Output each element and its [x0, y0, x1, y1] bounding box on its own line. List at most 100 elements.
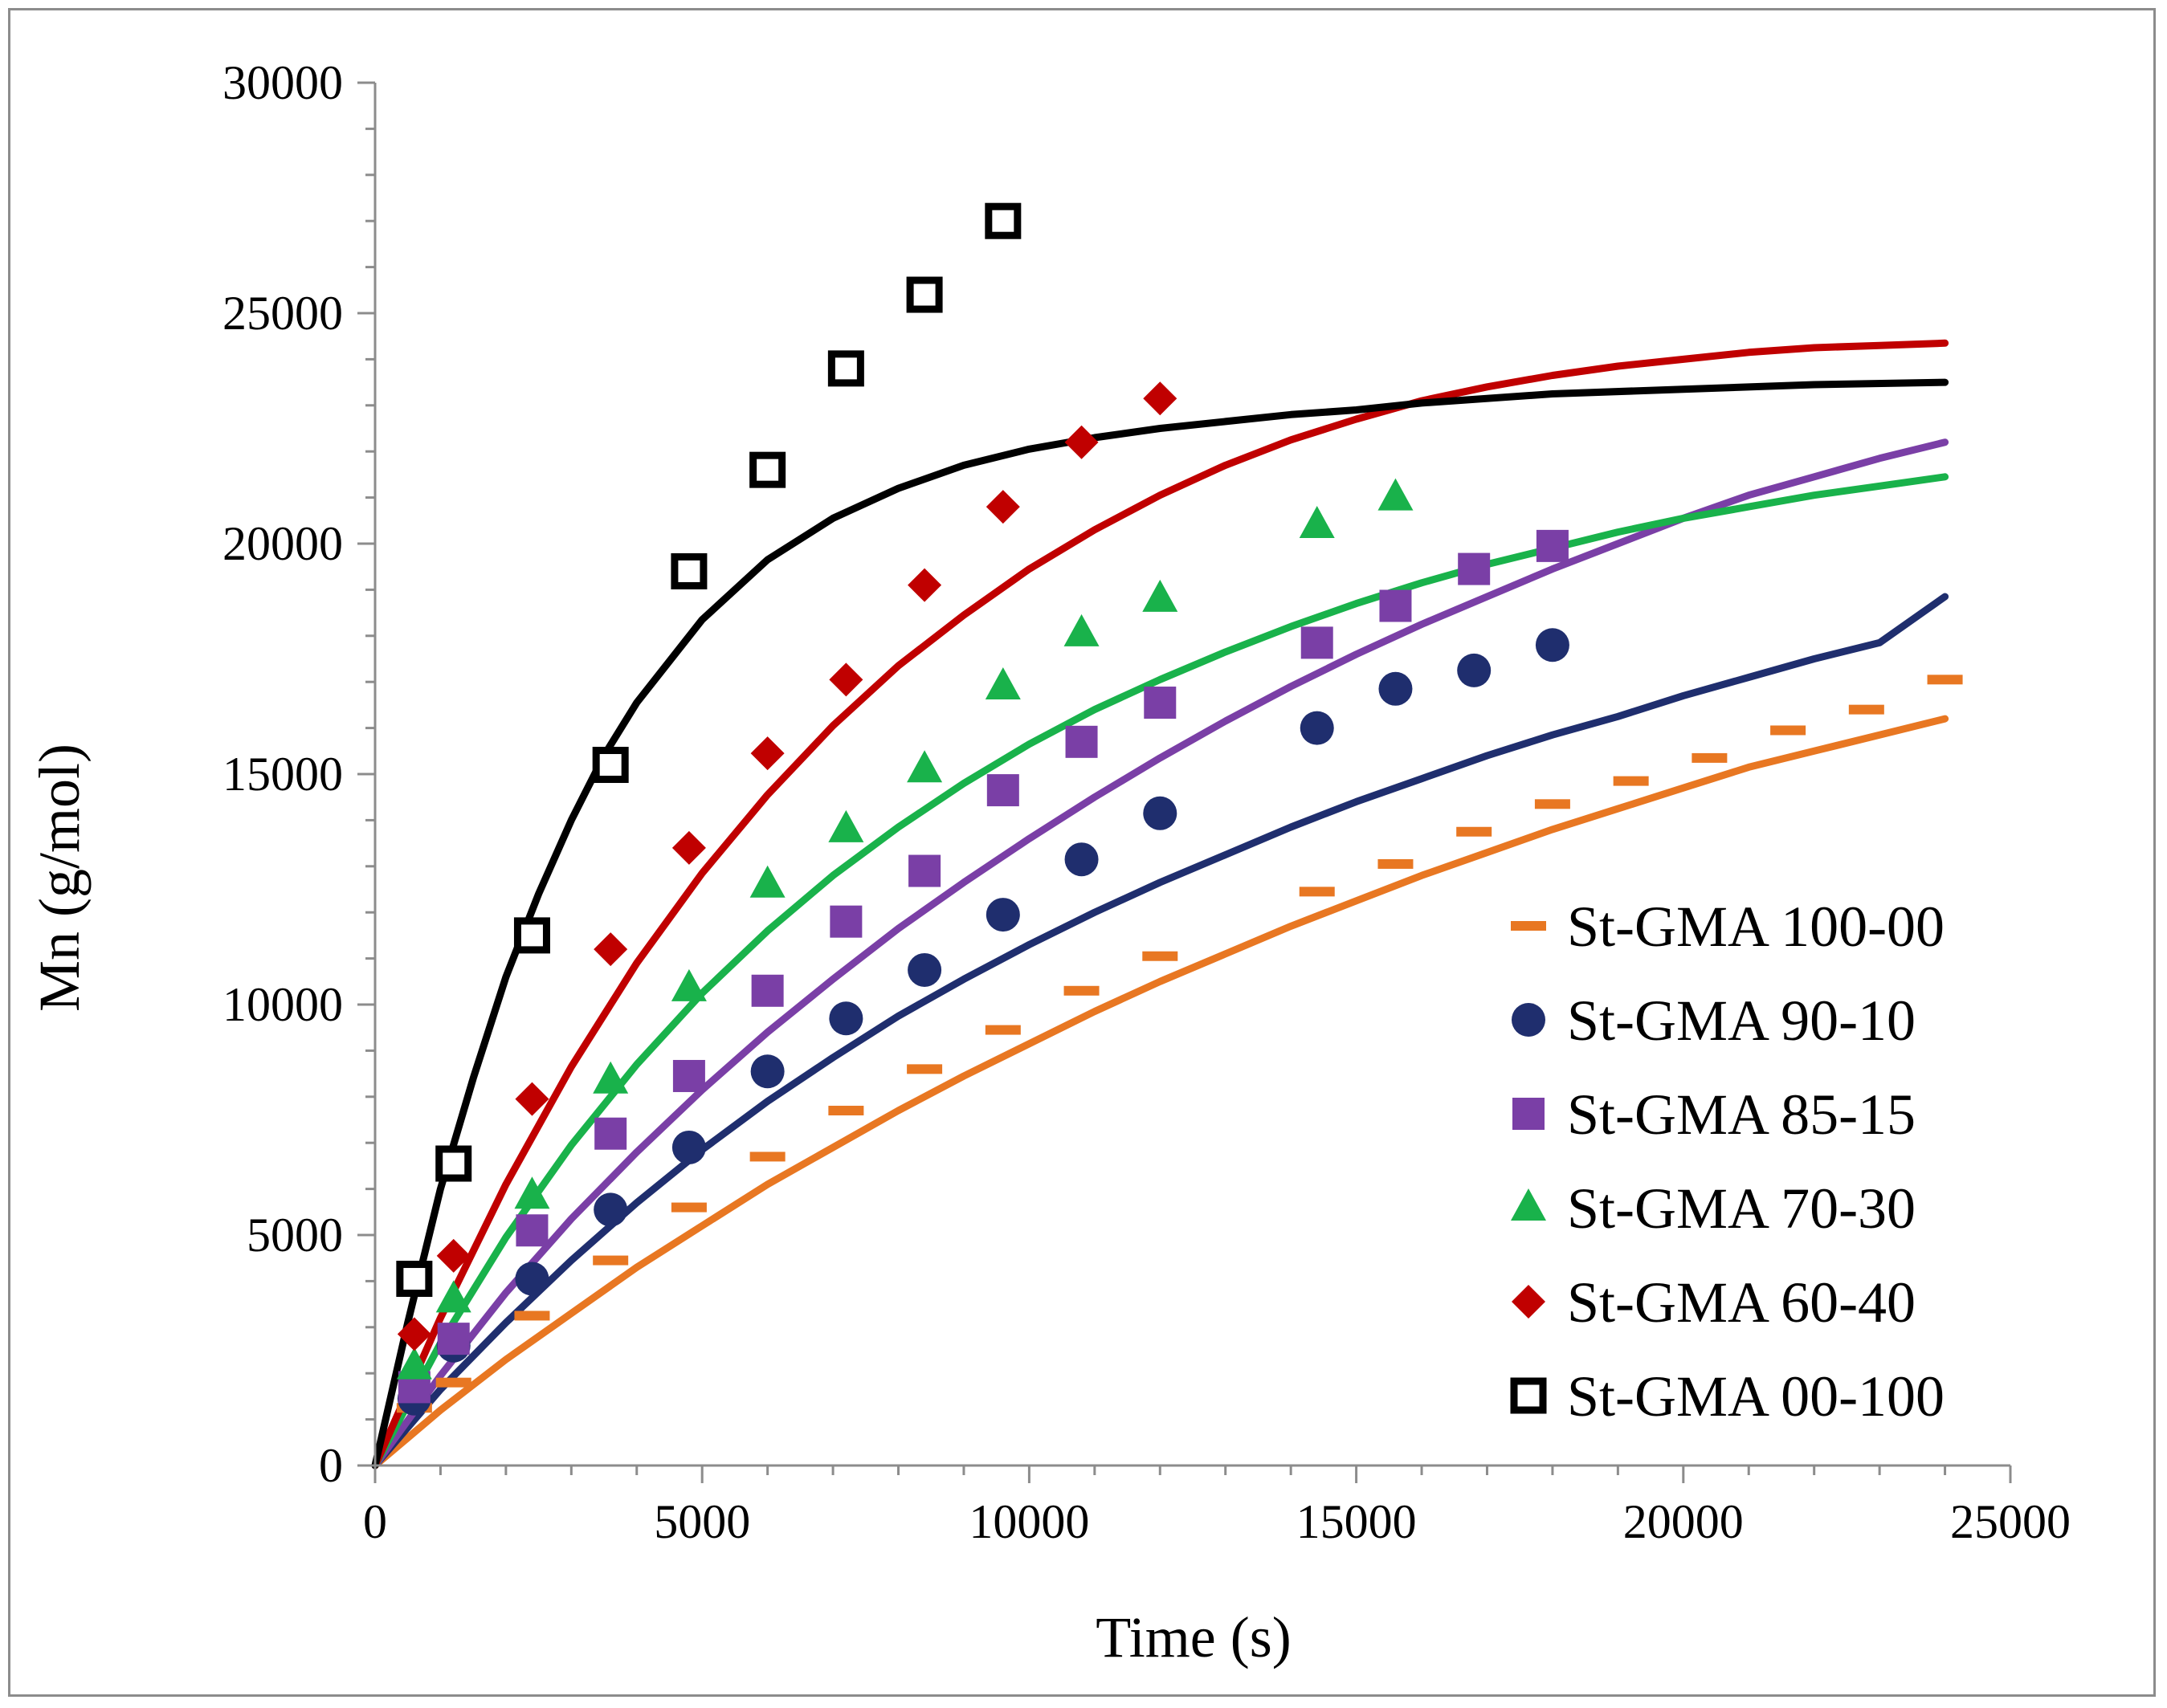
data-point-series-1 — [514, 1311, 550, 1321]
legend-marker-5 — [1512, 1285, 1545, 1319]
chart-frame: 0 5000 10000 15000 20000 25000 30000 0 5000 10000… — [8, 8, 2156, 1697]
data-point-series-4 — [1299, 506, 1335, 539]
data-point-series-6 — [671, 552, 708, 589]
x-tick-label: 25000 — [1950, 1495, 2071, 1548]
data-point-series-6 — [827, 350, 864, 387]
data-point-series-2 — [986, 898, 1020, 932]
legend-label-6: St-GMA 00-100 — [1567, 1364, 1945, 1429]
data-point-series-1 — [749, 1152, 786, 1162]
fit-curve-5 — [371, 339, 1949, 1470]
data-point-series-2 — [594, 1192, 628, 1227]
data-point-series-4 — [396, 1347, 432, 1380]
data-point-series-2 — [671, 1130, 706, 1164]
legend: St-GMA 100-00 St-GMA 90-10 St-GMA 85-15 St-… — [1510, 895, 1945, 1429]
data-point-series-3 — [830, 905, 863, 938]
data-point-series-1 — [985, 1025, 1021, 1035]
data-point-series-1 — [1927, 675, 1963, 685]
fit-curves — [371, 339, 1949, 1470]
data-point-series-1 — [1377, 858, 1414, 869]
data-point-series-6 — [396, 1261, 433, 1298]
data-point-series-2 — [1300, 711, 1334, 745]
data-point-series-1 — [1534, 799, 1570, 809]
legend-marker-6 — [1510, 1377, 1547, 1414]
x-tick-label: 20000 — [1623, 1495, 1744, 1548]
data-point-series-1 — [1848, 704, 1884, 715]
data-point-series-1 — [1063, 985, 1100, 996]
data-point-series-2 — [829, 1001, 863, 1036]
legend-label-5: St-GMA 60-40 — [1567, 1270, 1916, 1335]
data-point-series-1 — [1299, 887, 1335, 897]
y-tick-label: 0 — [319, 1439, 343, 1492]
data-point-series-5 — [750, 736, 785, 771]
data-point-series-3 — [1536, 529, 1569, 562]
fit-curve-2 — [371, 593, 1949, 1470]
data-point-series-3 — [908, 854, 941, 887]
data-point-series-5 — [986, 490, 1020, 524]
x-tick-label: 0 — [363, 1495, 387, 1548]
data-point-series-3 — [1300, 626, 1333, 659]
fit-curve-6 — [371, 378, 1949, 1470]
y-tick-label: 10000 — [222, 978, 343, 1031]
data-point-series-4 — [749, 865, 786, 898]
data-point-series-2 — [1378, 671, 1413, 706]
y-tick-label: 20000 — [222, 517, 343, 570]
data-point-series-3 — [1458, 552, 1491, 585]
y-tick-label: 30000 — [222, 56, 343, 109]
y-axis-title: Mn (g/mol) — [27, 744, 92, 1012]
legend-label-4: St-GMA 70-30 — [1567, 1176, 1916, 1241]
data-point-series-3 — [594, 1117, 627, 1150]
data-point-series-1 — [593, 1255, 629, 1266]
data-points — [396, 202, 1963, 1416]
x-tick-label: 15000 — [1296, 1495, 1417, 1548]
data-point-series-6 — [513, 917, 550, 954]
data-point-series-2 — [1064, 842, 1099, 877]
data-point-series-1 — [435, 1377, 471, 1388]
data-point-series-6 — [435, 1145, 472, 1182]
y-tick-label: 25000 — [222, 287, 343, 340]
data-point-series-5 — [594, 932, 628, 967]
x-tick-label: 5000 — [654, 1495, 750, 1548]
data-point-series-1 — [1456, 826, 1492, 837]
data-point-series-2 — [1457, 653, 1492, 687]
fit-curve-1 — [371, 715, 1949, 1470]
data-point-series-1 — [1770, 725, 1806, 736]
x-axis-title: Time (s) — [1096, 1605, 1291, 1669]
data-point-series-4 — [593, 1061, 629, 1094]
y-tick-label: 5000 — [247, 1209, 343, 1262]
data-point-series-3 — [437, 1323, 470, 1355]
x-tick-label: 10000 — [969, 1495, 1089, 1548]
legend-marker-4 — [1511, 1188, 1546, 1221]
data-point-series-5 — [829, 662, 863, 697]
data-point-series-5 — [436, 1238, 471, 1273]
legend-label-2: St-GMA 90-10 — [1567, 989, 1916, 1053]
data-point-series-4 — [671, 968, 707, 1001]
data-point-series-6 — [985, 202, 1022, 239]
data-point-series-5 — [908, 568, 942, 602]
legend-marker-1 — [1511, 921, 1546, 931]
legend-marker-2 — [1512, 1003, 1545, 1037]
data-point-series-1 — [671, 1202, 707, 1213]
data-point-series-2 — [750, 1054, 785, 1089]
data-point-series-1 — [907, 1064, 943, 1074]
data-point-series-5 — [515, 1082, 549, 1116]
data-point-series-1 — [1613, 776, 1649, 786]
data-point-series-2 — [908, 952, 942, 987]
data-point-series-3 — [1144, 687, 1177, 719]
data-point-series-5 — [1064, 425, 1099, 459]
data-point-series-4 — [828, 809, 864, 842]
data-point-series-5 — [671, 830, 706, 865]
data-point-series-4 — [1063, 613, 1100, 646]
data-point-series-4 — [435, 1280, 471, 1313]
data-point-series-3 — [516, 1214, 549, 1247]
data-point-series-2 — [1143, 796, 1177, 830]
fit-curve-4 — [371, 473, 1949, 1470]
data-point-series-4 — [514, 1176, 550, 1209]
data-point-series-6 — [749, 451, 786, 488]
data-point-series-2 — [515, 1262, 549, 1296]
data-point-series-5 — [1143, 381, 1177, 416]
data-point-series-4 — [1142, 579, 1178, 612]
data-point-series-4 — [985, 666, 1021, 699]
chart-svg: 0 5000 10000 15000 20000 25000 30000 0 5000 10000… — [27, 56, 2071, 1669]
legend-label-3: St-GMA 85-15 — [1567, 1082, 1916, 1147]
data-point-series-1 — [1142, 951, 1178, 961]
